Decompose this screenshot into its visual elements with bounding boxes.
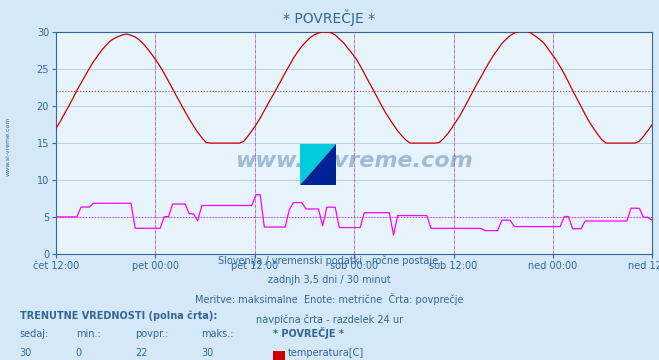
Text: 22: 22: [135, 348, 148, 358]
Text: 30: 30: [201, 348, 214, 358]
Text: 30: 30: [20, 348, 32, 358]
Text: sedaj:: sedaj:: [20, 329, 49, 339]
Text: povpr.:: povpr.:: [135, 329, 169, 339]
Polygon shape: [300, 144, 336, 185]
Text: Meritve: maksimalne  Enote: metrične  Črta: povprečje: Meritve: maksimalne Enote: metrične Črta…: [195, 293, 464, 305]
Text: zadnjh 3,5 dni / 30 minut: zadnjh 3,5 dni / 30 minut: [268, 275, 391, 285]
Text: min.:: min.:: [76, 329, 101, 339]
Polygon shape: [300, 144, 336, 185]
Text: www.si-vreme.com: www.si-vreme.com: [235, 151, 473, 171]
Text: maks.:: maks.:: [201, 329, 233, 339]
Text: TRENUTNE VREDNOSTI (polna črta):: TRENUTNE VREDNOSTI (polna črta):: [20, 310, 217, 321]
Text: temperatura[C]: temperatura[C]: [288, 348, 364, 358]
Text: * POVREČJE *: * POVREČJE *: [283, 9, 376, 26]
Text: Slovenija / vremenski podatki - ročne postaje.: Slovenija / vremenski podatki - ročne po…: [218, 255, 441, 266]
Text: www.si-vreme.com: www.si-vreme.com: [5, 116, 11, 176]
Text: navpična črta - razdelek 24 ur: navpična črta - razdelek 24 ur: [256, 314, 403, 325]
Text: * POVREČJE *: * POVREČJE *: [273, 327, 345, 339]
Text: 0: 0: [76, 348, 82, 358]
